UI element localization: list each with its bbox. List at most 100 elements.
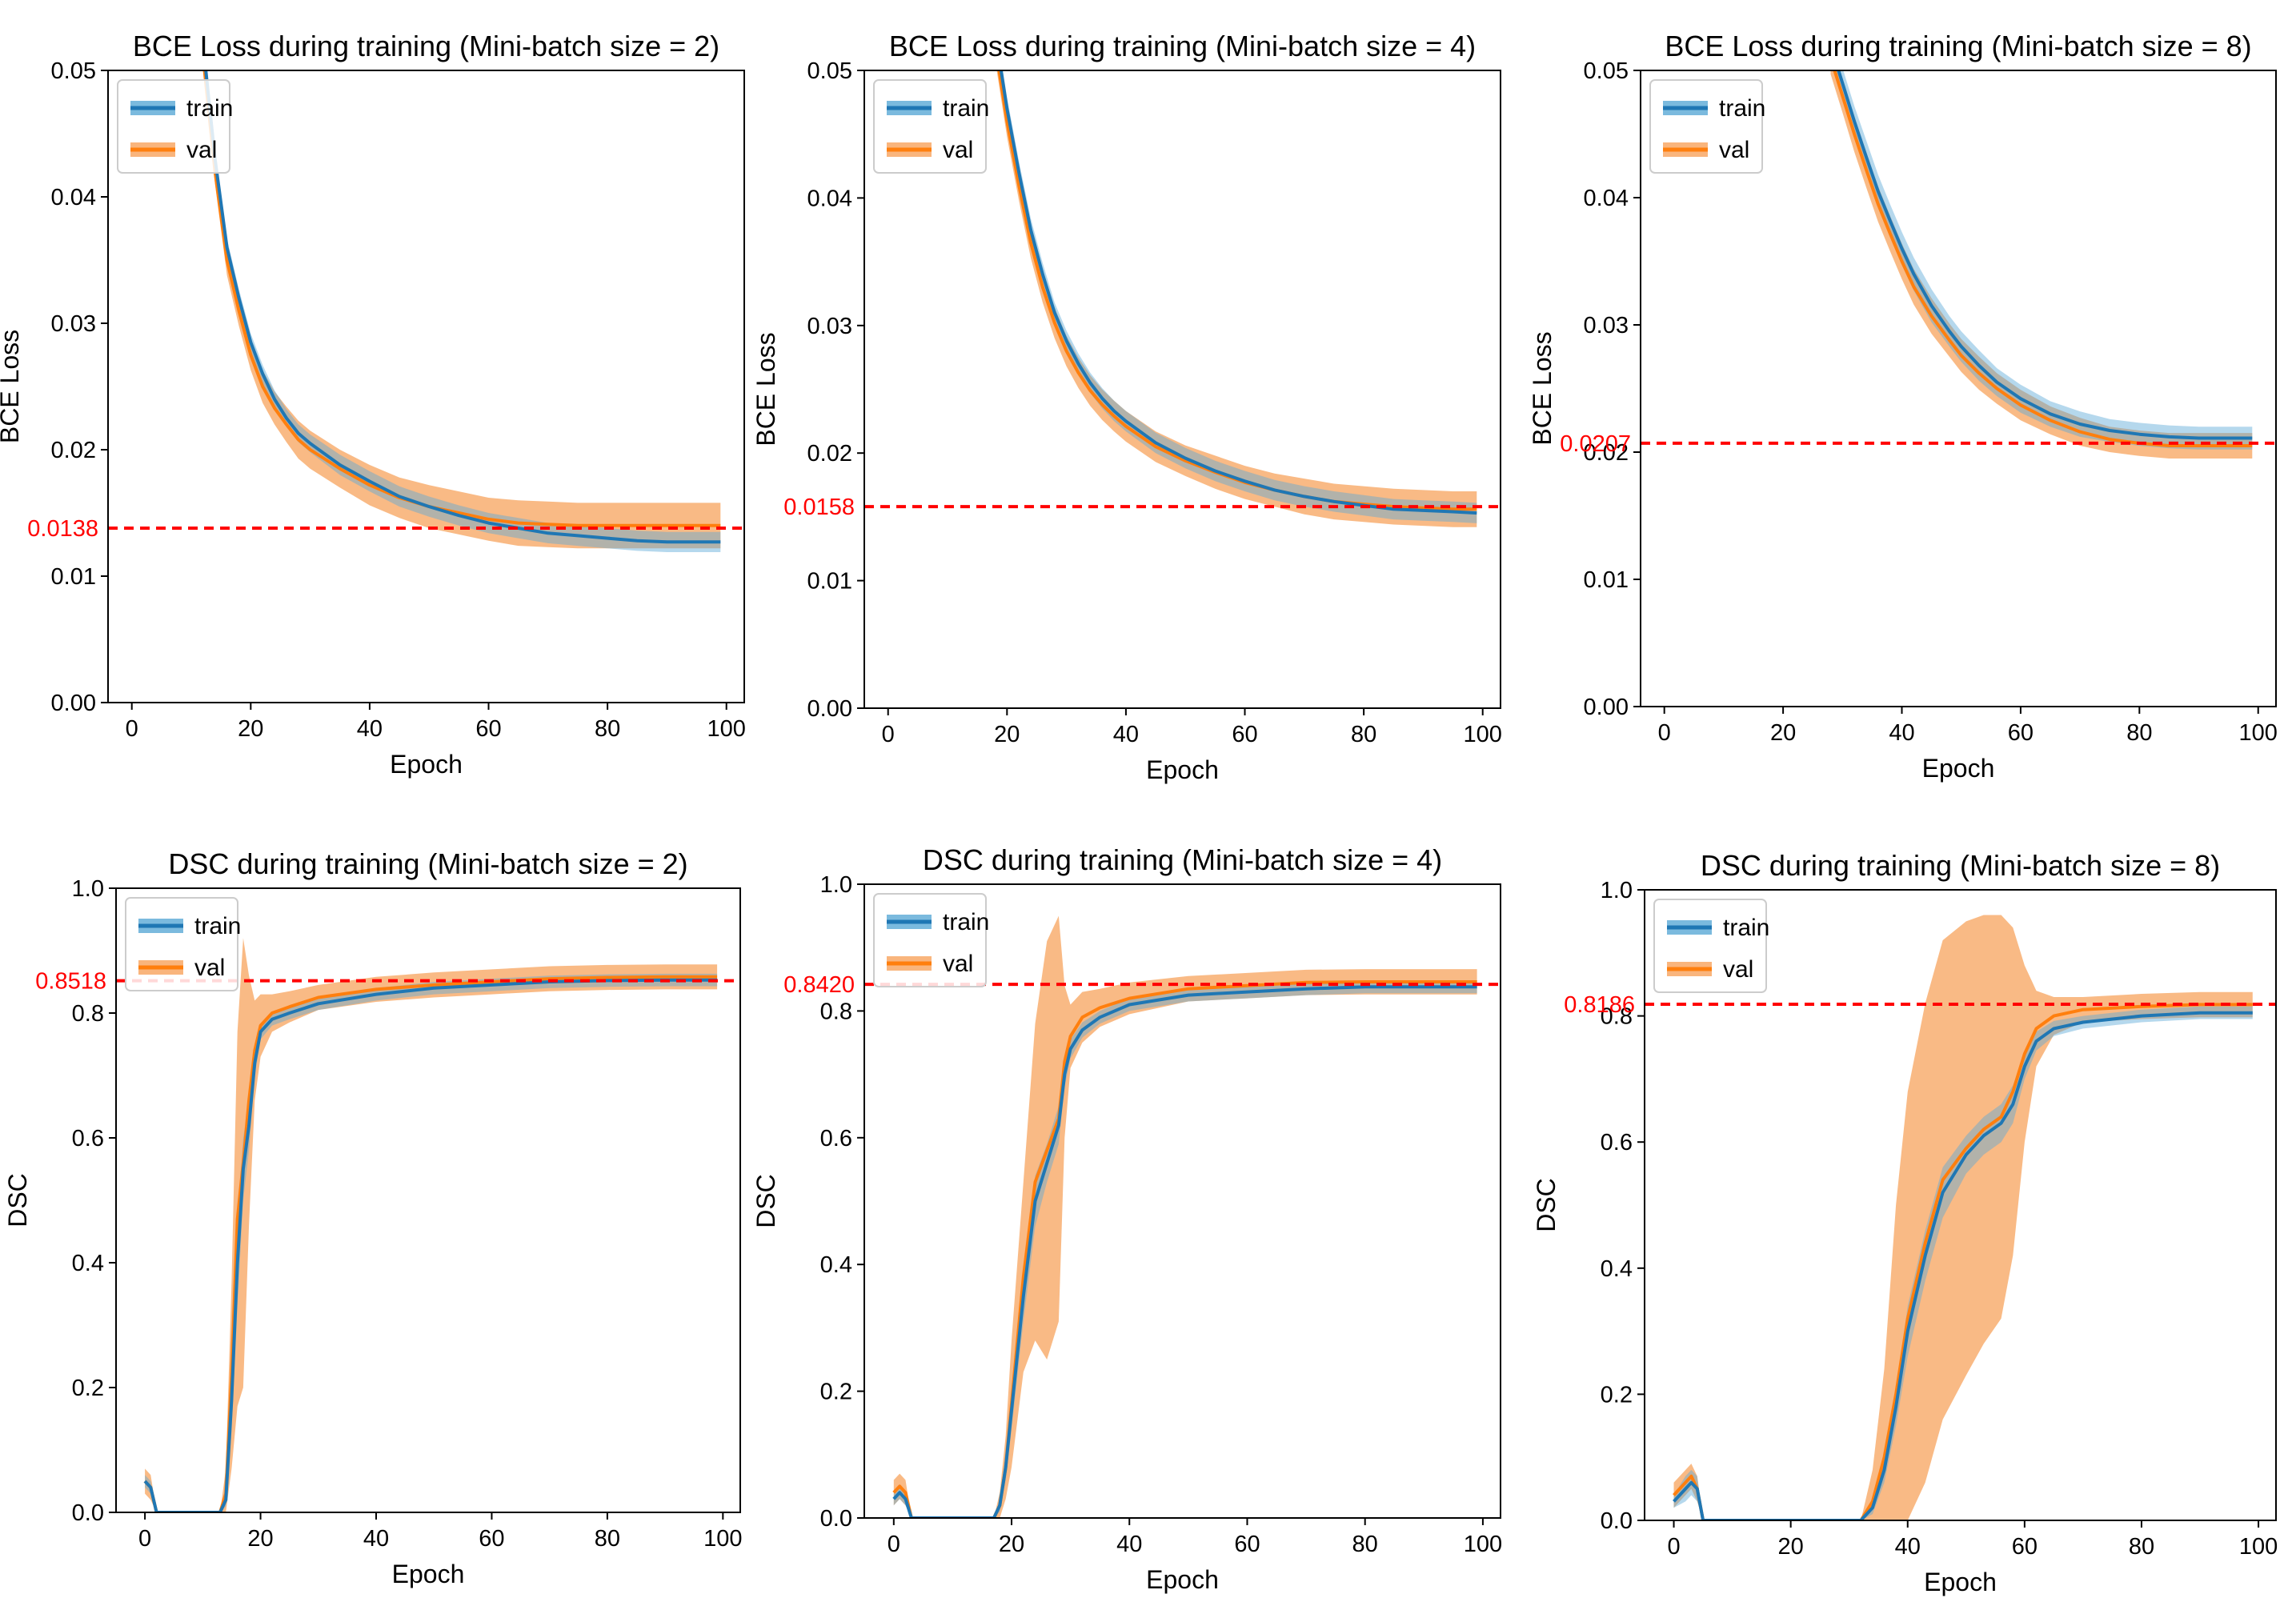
bce-b4-ytick-label-2: 0.02 xyxy=(807,441,852,467)
bce-b2-ytick-label-5: 0.05 xyxy=(51,58,96,84)
dsc-b4-xtick-label-1: 20 xyxy=(999,1532,1024,1557)
bce-b4-xtick-label-5: 100 xyxy=(1464,722,1502,747)
bce-b2-legend: train val xyxy=(117,79,233,174)
dsc-b2-legend: train val xyxy=(125,897,241,991)
bce-b8-reference-label: 0.0207 xyxy=(1560,431,1631,457)
dsc-b4-frame xyxy=(864,883,1501,1519)
dsc-b4-train-line xyxy=(892,985,1477,1518)
dsc-b8-xtick-label-3: 60 xyxy=(2012,1534,2038,1560)
bce-b2-ytick-label-3: 0.03 xyxy=(51,311,96,337)
bce-b4-ytick-label-5: 0.05 xyxy=(807,58,852,84)
dsc-b8-xtick-label-2: 40 xyxy=(1895,1534,1921,1560)
bce-b2-frame xyxy=(107,70,745,703)
dsc-b8-xlabel: Epoch xyxy=(1924,1568,1997,1596)
bce-b2-legend-train-label: train xyxy=(186,95,233,122)
bce-b8-xtick-label-1: 20 xyxy=(1770,720,1796,746)
dsc-b4-xtick-label-3: 60 xyxy=(1234,1532,1260,1557)
bce-b2-ylabel: BCE Loss xyxy=(0,330,24,443)
bce-b4-frame xyxy=(864,70,1501,709)
dsc-b8-xtick-label-1: 20 xyxy=(1778,1534,1804,1560)
dsc-b4-legend: train val xyxy=(873,893,989,987)
bce-b8-frame xyxy=(1640,70,2277,707)
bce-b8-xtick-label-5: 100 xyxy=(2239,720,2278,746)
bce-b4-ytick-label-4: 0.04 xyxy=(807,186,852,211)
dsc-b2-train-line xyxy=(143,978,718,1512)
bce-b8-xtick-label-4: 80 xyxy=(2126,720,2152,746)
bce-b8-ytick-label-0: 0.00 xyxy=(1584,695,1629,720)
dsc-b8-ylabel: DSC xyxy=(1532,1178,1561,1232)
bce-b8-ytick-label-3: 0.03 xyxy=(1584,313,1629,338)
bce-b2-ytick-label-4: 0.04 xyxy=(51,185,96,210)
bce-b2-train-line xyxy=(204,70,721,544)
dsc-b8-ytick-label-2: 0.4 xyxy=(1601,1256,1633,1282)
dsc-b4-ytick-label-5: 1.0 xyxy=(820,872,852,898)
bce-b4-reference-label: 0.0158 xyxy=(783,495,855,520)
bce-b8-legend-val-label: val xyxy=(1719,137,1749,163)
dsc-b8-train-line xyxy=(1673,1011,2253,1520)
bce-b4-xtick-label-3: 60 xyxy=(1232,722,1257,747)
dsc-b2-title: DSC during training (Mini-batch size = 2… xyxy=(168,847,687,880)
dsc-b8-xtick-label-4: 80 xyxy=(2129,1534,2154,1560)
dsc-b4-reference-label: 0.8420 xyxy=(783,972,855,998)
bce-b4-ytick-label-0: 0.00 xyxy=(807,696,852,722)
dsc-b4-ylabel: DSC xyxy=(751,1174,780,1228)
dsc-b2-plot-content xyxy=(143,938,718,1512)
dsc-b2-xtick-label-2: 40 xyxy=(363,1526,389,1552)
bce-b8-ytick-label-2: 0.02 xyxy=(1584,440,1629,466)
dsc-b2-panel: 0 20 40 60 80 100 0.0 0.2 0.4 0.6 0.8 1.0 0.8518 DSC … xyxy=(3,847,743,1588)
bce-b4-ytick-label-3: 0.03 xyxy=(807,314,852,339)
bce-b4-title: BCE Loss during training (Mini-batch siz… xyxy=(889,30,1476,62)
bce-b4-legend-val-label: val xyxy=(943,137,973,163)
bce-b2-xtick-label-2: 40 xyxy=(357,716,383,742)
bce-b4-xtick-label-1: 20 xyxy=(994,722,1020,747)
bce-b8-ytick-label-4: 0.04 xyxy=(1584,186,1629,211)
bce-b8-ylabel: BCE Loss xyxy=(1528,331,1557,445)
dsc-b4-ytick-label-3: 0.6 xyxy=(820,1126,852,1151)
dsc-b4-ytick-label-1: 0.2 xyxy=(820,1380,852,1405)
dsc-b4-xtick-label-5: 100 xyxy=(1464,1532,1502,1557)
dsc-b4-panel: 0 20 40 60 80 100 0.0 0.2 0.4 0.6 0.8 1.0 0.8420 DSC … xyxy=(751,843,1502,1594)
dsc-b4-val-band xyxy=(893,915,1477,1518)
dsc-b2-xtick-label-3: 60 xyxy=(479,1526,504,1552)
dsc-b4-xtick-label-2: 40 xyxy=(1116,1532,1142,1557)
dsc-b4-legend-train-label: train xyxy=(943,909,989,935)
dsc-b2-xtick-label-0: 0 xyxy=(138,1526,151,1552)
bce-b2-plot-content xyxy=(202,70,721,552)
dsc-b8-reference-label: 0.8186 xyxy=(1564,992,1635,1018)
bce-b8-legend: train val xyxy=(1649,79,1765,174)
bce-b2-xtick-label-3: 60 xyxy=(475,716,501,742)
dsc-b8-frame xyxy=(1644,889,2277,1521)
dsc-b4-title: DSC during training (Mini-batch size = 4… xyxy=(923,843,1442,876)
dsc-b4-ytick-label-0: 0.0 xyxy=(820,1506,852,1532)
bce-b4-legend: train val xyxy=(873,79,989,174)
dsc-b8-ytick-label-0: 0.0 xyxy=(1601,1508,1633,1534)
dsc-b2-xtick-label-5: 100 xyxy=(703,1526,742,1552)
dsc-b2-val-line xyxy=(143,975,718,1512)
bce-b4-ytick-label-1: 0.01 xyxy=(807,569,852,595)
dsc-b2-ytick-label-2: 0.4 xyxy=(72,1251,104,1276)
bce-b2-panel: 0 20 40 60 80 100 0.00 0.01 0.02 0.03 0.04 0.05 0.01… xyxy=(0,30,746,779)
dsc-b8-legend-val-label: val xyxy=(1723,956,1753,983)
dsc-b2-ytick-label-5: 1.0 xyxy=(72,876,104,902)
bce-b4-xtick-label-0: 0 xyxy=(882,722,895,747)
bce-b4-train-band xyxy=(999,70,1477,523)
bce-b2-xtick-label-0: 0 xyxy=(126,716,138,742)
dsc-b8-ytick-label-1: 0.2 xyxy=(1601,1382,1633,1408)
bce-b4-plot-area xyxy=(864,70,1501,708)
bce-b8-train-line xyxy=(1837,70,2253,440)
bce-b4-xlabel: Epoch xyxy=(1146,755,1219,784)
dsc-b8-panel: 0 20 40 60 80 100 0.0 0.2 0.4 0.6 0.8 1.0 0.8186 DSC … xyxy=(1532,849,2278,1596)
bce-b2-val-line xyxy=(202,70,721,527)
dsc-b4-xtick-label-4: 80 xyxy=(1352,1532,1378,1557)
bce-b8-ytick-label-5: 0.05 xyxy=(1584,58,1629,84)
dsc-b4-val-line xyxy=(892,980,1477,1518)
dsc-b8-legend-train-label: train xyxy=(1723,915,1769,941)
bce-b8-xtick-label-3: 60 xyxy=(2008,720,2034,746)
bce-b8-xtick-label-2: 40 xyxy=(1889,720,1914,746)
dsc-b8-xtick-label-5: 100 xyxy=(2239,1534,2278,1560)
dsc-b2-xlabel: Epoch xyxy=(392,1560,465,1588)
dsc-b4-ytick-label-4: 0.8 xyxy=(820,999,852,1024)
dsc-b2-legend-train-label: train xyxy=(194,913,241,939)
dsc-b2-ytick-label-1: 0.2 xyxy=(72,1376,104,1401)
